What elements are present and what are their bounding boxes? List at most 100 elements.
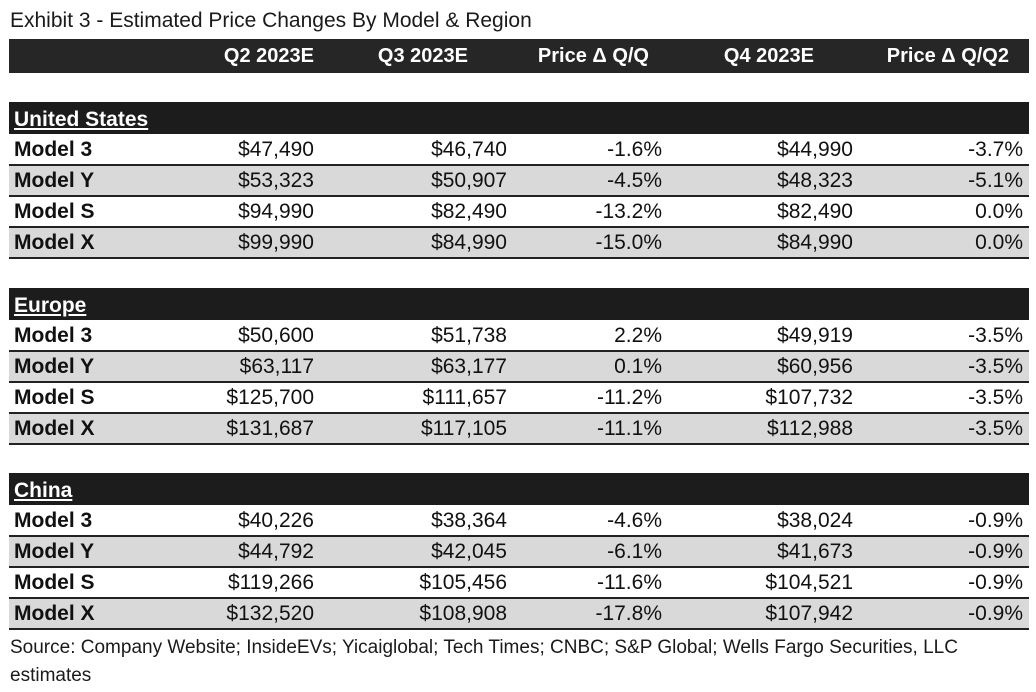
- q2-price: $99,990: [238, 231, 314, 254]
- table-row: Model Y $63,117 $63,177 0.1% $60,956 -3.…: [9, 352, 1029, 383]
- q4-price: $112,988: [766, 417, 853, 440]
- price-change-qq2: -5.1%: [968, 169, 1023, 192]
- price-change-qq2: -0.9%: [968, 571, 1023, 594]
- column-header-price-change-qq: Price Δ Q/Q: [537, 45, 649, 67]
- section-title: Europe: [14, 294, 87, 317]
- table-row: Model 3 $40,226 $38,364 -4.6% $38,024 -0…: [9, 506, 1029, 537]
- q2-price: $47,490: [238, 138, 314, 161]
- source-note: Source: Company Website; InsideEVs; Yica…: [10, 637, 958, 686]
- column-header-row: Q2 2023E Q3 2023E Price Δ Q/Q Q4 2023E P…: [9, 39, 1029, 73]
- q3-price: $117,105: [420, 417, 507, 440]
- q3-price: $38,364: [431, 509, 507, 532]
- table-row: Model X $131,687 $117,105 -11.1% $112,98…: [9, 414, 1029, 445]
- section-title: United States: [14, 108, 149, 131]
- q2-price: $94,990: [238, 200, 314, 223]
- price-change-qq: -1.6%: [607, 138, 662, 161]
- q2-price: $63,117: [239, 355, 314, 378]
- q2-price: $53,323: [238, 169, 314, 192]
- section-header: China: [9, 473, 1029, 505]
- price-change-qq: -13.2%: [595, 200, 662, 223]
- price-change-qq: -4.6%: [607, 509, 662, 532]
- q3-price: $82,490: [431, 200, 507, 223]
- price-change-qq2: -0.9%: [968, 509, 1023, 532]
- section-header: United States: [9, 102, 1029, 134]
- q2-price: $119,266: [227, 571, 314, 594]
- model-name: Model Y: [14, 355, 95, 378]
- price-change-qq2: -0.9%: [968, 540, 1023, 563]
- price-change-qq2: 0.0%: [975, 200, 1023, 223]
- table-row: Model X $132,520 $108,908 -17.8% $107,94…: [9, 599, 1029, 630]
- section-header: Europe: [9, 288, 1029, 320]
- table-row: Model 3 $47,490 $46,740 -1.6% $44,990 -3…: [9, 135, 1029, 166]
- q3-price: $50,907: [431, 169, 507, 192]
- table-row: Model S $119,266 $105,456 -11.6% $104,52…: [9, 568, 1029, 599]
- q3-price: $42,045: [431, 540, 507, 563]
- model-name: Model S: [14, 386, 95, 409]
- q2-price: $50,600: [238, 324, 314, 347]
- model-name: Model S: [14, 571, 95, 594]
- q4-price: $41,673: [777, 540, 853, 563]
- table-row: Model Y $44,792 $42,045 -6.1% $41,673 -0…: [9, 537, 1029, 568]
- model-name: Model 3: [14, 138, 93, 161]
- q3-price: $105,456: [419, 571, 507, 594]
- q4-price: $48,323: [777, 169, 853, 192]
- price-change-qq2: -3.5%: [968, 324, 1023, 347]
- q2-price: $132,520: [226, 602, 314, 625]
- q4-price: $44,990: [777, 138, 853, 161]
- model-name: Model X: [14, 417, 95, 440]
- column-header-q2: Q2 2023E: [223, 45, 314, 67]
- table-row: Model Y $53,323 $50,907 -4.5% $48,323 -5…: [9, 166, 1029, 197]
- price-change-qq2: 0.0%: [975, 231, 1023, 254]
- price-change-qq2: -3.5%: [968, 417, 1023, 440]
- price-change-qq: 0.1%: [614, 355, 662, 378]
- q4-price: $107,732: [765, 386, 853, 409]
- model-name: Model Y: [14, 540, 95, 563]
- model-name: Model 3: [14, 324, 93, 347]
- table-row: Model 3 $50,600 $51,738 2.2% $49,919 -3.…: [9, 321, 1029, 352]
- section-europe: Europe Model 3 $50,600 $51,738 2.2% $49,…: [9, 288, 1029, 445]
- section-title: China: [14, 479, 73, 502]
- price-change-qq2: -3.5%: [968, 386, 1023, 409]
- price-change-qq: -6.1%: [607, 540, 662, 563]
- table-row: Model S $94,990 $82,490 -13.2% $82,490 0…: [9, 197, 1029, 228]
- price-change-qq: -17.8%: [595, 602, 662, 625]
- q4-price: $49,919: [777, 324, 853, 347]
- price-change-qq: -11.2%: [597, 386, 662, 409]
- q4-price: $104,521: [765, 571, 853, 594]
- table-row: Model X $99,990 $84,990 -15.0% $84,990 0…: [9, 228, 1029, 259]
- exhibit-title: Exhibit 3 - Estimated Price Changes By M…: [10, 9, 532, 32]
- model-name: Model Y: [14, 169, 95, 192]
- price-change-qq2: -3.7%: [968, 138, 1023, 161]
- price-change-qq: -15.0%: [595, 231, 662, 254]
- q2-price: $125,700: [226, 386, 314, 409]
- price-change-qq: -11.1%: [597, 417, 662, 440]
- column-header-q4: Q4 2023E: [723, 45, 814, 67]
- q4-price: $107,942: [765, 602, 853, 625]
- q3-price: $46,740: [431, 138, 507, 161]
- model-name: Model S: [14, 200, 95, 223]
- q3-price: $84,990: [431, 231, 507, 254]
- column-header-price-change-qq2: Price Δ Q/Q2: [886, 45, 1009, 67]
- q2-price: $44,792: [238, 540, 314, 563]
- q4-price: $82,490: [777, 200, 853, 223]
- model-name: Model 3: [14, 509, 93, 532]
- q4-price: $84,990: [777, 231, 853, 254]
- model-name: Model X: [14, 231, 95, 254]
- q4-price: $38,024: [777, 509, 853, 532]
- price-change-qq: -11.6%: [597, 571, 662, 594]
- q3-price: $108,908: [419, 602, 507, 625]
- model-name: Model X: [14, 602, 95, 625]
- q4-price: $60,956: [777, 355, 853, 378]
- table-row: Model S $125,700 $111,657 -11.2% $107,73…: [9, 383, 1029, 414]
- section-china: China Model 3 $40,226 $38,364 -4.6% $38,…: [9, 473, 1029, 630]
- price-change-qq: -4.5%: [607, 169, 662, 192]
- q3-price: $111,657: [422, 386, 507, 409]
- column-header-q3: Q3 2023E: [377, 45, 468, 67]
- q3-price: $63,177: [431, 355, 507, 378]
- price-change-qq2: -3.5%: [968, 355, 1023, 378]
- price-change-qq: 2.2%: [614, 324, 662, 347]
- price-change-qq2: -0.9%: [968, 602, 1023, 625]
- q2-price: $40,226: [238, 509, 314, 532]
- q3-price: $51,738: [431, 324, 507, 347]
- section-united-states: United States Model 3 $47,490 $46,740 -1…: [9, 102, 1029, 259]
